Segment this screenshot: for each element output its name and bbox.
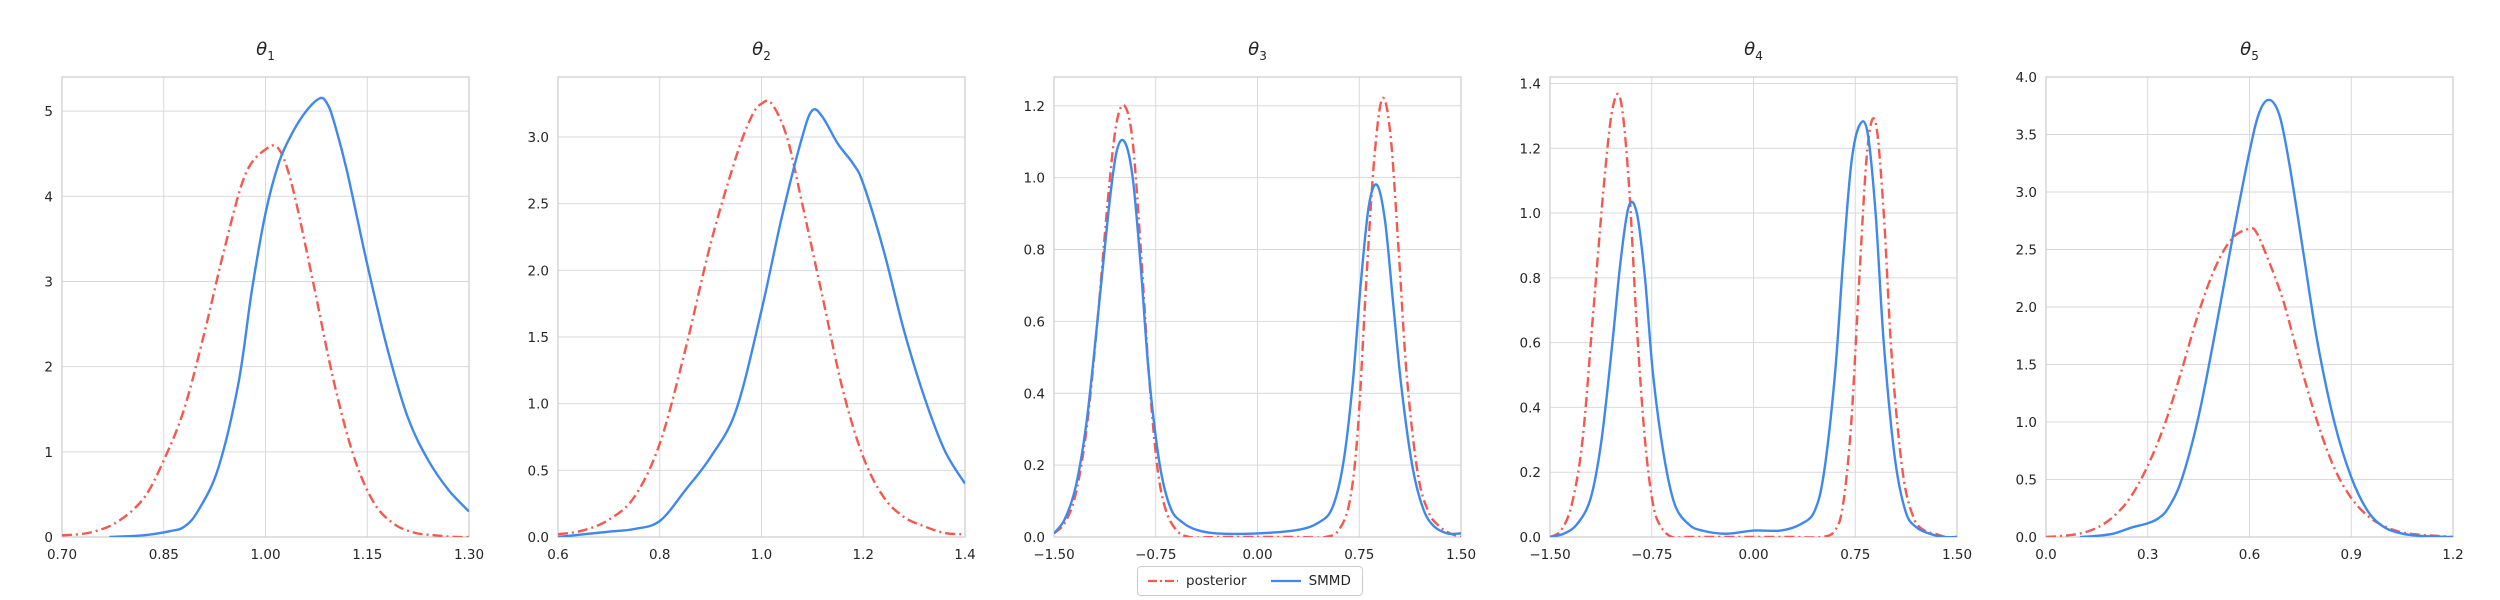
posterior-density-line [1054,96,1461,537]
y-tick-label: 2.0 [528,263,549,279]
y-tick-label: 1.2 [1520,141,1541,157]
y-tick-label: 0.6 [1024,314,1045,330]
y-tick-label: 1.4 [1520,76,1541,92]
x-tick-label: 1.2 [853,547,874,563]
x-tick-label: −0.75 [1631,547,1672,563]
x-tick-label: 0.6 [2239,547,2260,563]
smmd-density-line [1054,138,1461,536]
y-tick-label: 1.0 [528,397,549,413]
y-tick-label: 0.4 [1520,400,1541,416]
x-tick-label: 0.00 [1738,547,1768,563]
legend-item-smmd: SMMD [1270,573,1351,589]
x-tick-label: 0.6 [547,547,568,563]
y-tick-label: 0.2 [1520,465,1541,481]
x-tick-label: 1.0 [751,547,772,563]
y-tick-label: 0.2 [1024,458,1045,474]
y-tick-label: 0.4 [1024,386,1045,402]
x-tick-label: 0.0 [2035,547,2056,563]
panel-title: θ4 [1744,39,1763,63]
panel-title: θ3 [1248,39,1267,63]
x-tick-label: 1.50 [1446,547,1476,563]
y-tick-label: 0.8 [1024,243,1045,259]
panel-theta-4: −1.50 −0.75 0.00 0.75 1.50 0.0 0.2 0.4 0.6 0.8 1.0… [1520,39,1973,563]
y-tick-label: 0.0 [528,530,549,546]
y-tick-label: 1.0 [1024,171,1045,187]
y-tick-label: 0.6 [1520,336,1541,352]
x-tick-label: 0.8 [649,547,670,563]
y-tick-label: 1.5 [2016,358,2037,374]
axes-frame [557,76,966,538]
legend-label-posterior: posterior [1186,573,1247,589]
axes-frame [2045,76,2454,538]
y-tick-label: 3 [44,274,53,290]
posterior-density-line [2046,227,2453,537]
panel-title: θ1 [256,39,275,63]
y-tick-label: 5 [44,104,53,120]
x-tick-label: 1.00 [250,547,280,563]
axes-frame [61,76,470,538]
y-tick-label: 0.8 [1520,271,1541,287]
y-tick-label: 4.0 [2016,70,2037,86]
y-tick-label: 4 [44,189,53,205]
posterior-density-line [62,144,469,537]
panel-title: θ2 [752,39,771,63]
y-tick-label: 1.0 [1520,206,1541,222]
y-tick-label: 0.5 [2016,473,2037,489]
x-tick-label: 0.70 [47,547,77,563]
y-tick-label: 0 [44,530,53,546]
y-tick-label: 3.0 [528,130,549,146]
y-tick-label: 1.5 [528,330,549,346]
x-tick-label: 1.4 [954,547,975,563]
legend-label-smmd: SMMD [1308,573,1351,589]
dash-dot-line-icon [1148,579,1178,583]
y-tick-label: 2.5 [528,197,549,213]
posterior-density-line [558,99,965,536]
smmd-density-line [109,96,469,537]
panel-theta-5: 0.0 0.3 0.6 0.9 1.2 0.0 0.5 1.0 1.5 2.0 2.5 3.0 3.5 4… [2016,39,2464,563]
panel-theta-3: −1.50 −0.75 0.00 0.75 1.50 0.0 0.2 0.4 0.6 0.8 1.0… [1024,39,1477,563]
x-tick-label: 1.15 [352,547,382,563]
panel-title: θ5 [2240,39,2259,63]
x-tick-label: 0.85 [149,547,179,563]
y-tick-label: 0.5 [528,463,549,479]
x-tick-label: 1.30 [454,547,484,563]
y-tick-label: 1 [44,445,53,461]
x-tick-label: 0.9 [2341,547,2362,563]
x-tick-label: 1.2 [2442,547,2463,563]
x-tick-label: −1.50 [1033,547,1074,563]
solid-line-icon [1270,579,1301,583]
posterior-density-line [1550,92,1957,537]
x-tick-label: 1.50 [1942,547,1972,563]
legend-item-posterior: posterior [1148,573,1247,589]
x-tick-label: 0.75 [1840,547,1870,563]
legend: posterior SMMD [1137,566,1363,596]
x-tick-label: 0.00 [1242,547,1272,563]
y-tick-label: 2.5 [2016,243,2037,259]
y-tick-label: 1.2 [1024,99,1045,115]
y-tick-label: 2 [44,360,53,376]
x-tick-label: −1.50 [1529,547,1570,563]
y-tick-label: 3.0 [2016,185,2037,201]
smmd-density-line [2079,98,2453,537]
panel-theta-1: 0.70 0.85 1.00 1.15 1.30 0 1 2 3 4 5 θ1 [44,39,484,563]
y-tick-label: 1.0 [2016,415,2037,431]
y-tick-label: 2.0 [2016,300,2037,316]
y-tick-label: 0.0 [2016,530,2037,546]
y-tick-label: 0.0 [1024,530,1045,546]
y-tick-label: 0.0 [1520,530,1541,546]
x-tick-label: 0.75 [1344,547,1374,563]
y-tick-label: 3.5 [2016,128,2037,144]
x-tick-label: 0.3 [2137,547,2158,563]
x-tick-label: −0.75 [1135,547,1176,563]
panel-theta-2: 0.6 0.8 1.0 1.2 1.4 0.0 0.5 1.0 1.5 2.0 2.5 3.0 θ2 [528,39,976,563]
smmd-density-line [1550,120,1957,537]
smmd-density-line [558,108,965,537]
